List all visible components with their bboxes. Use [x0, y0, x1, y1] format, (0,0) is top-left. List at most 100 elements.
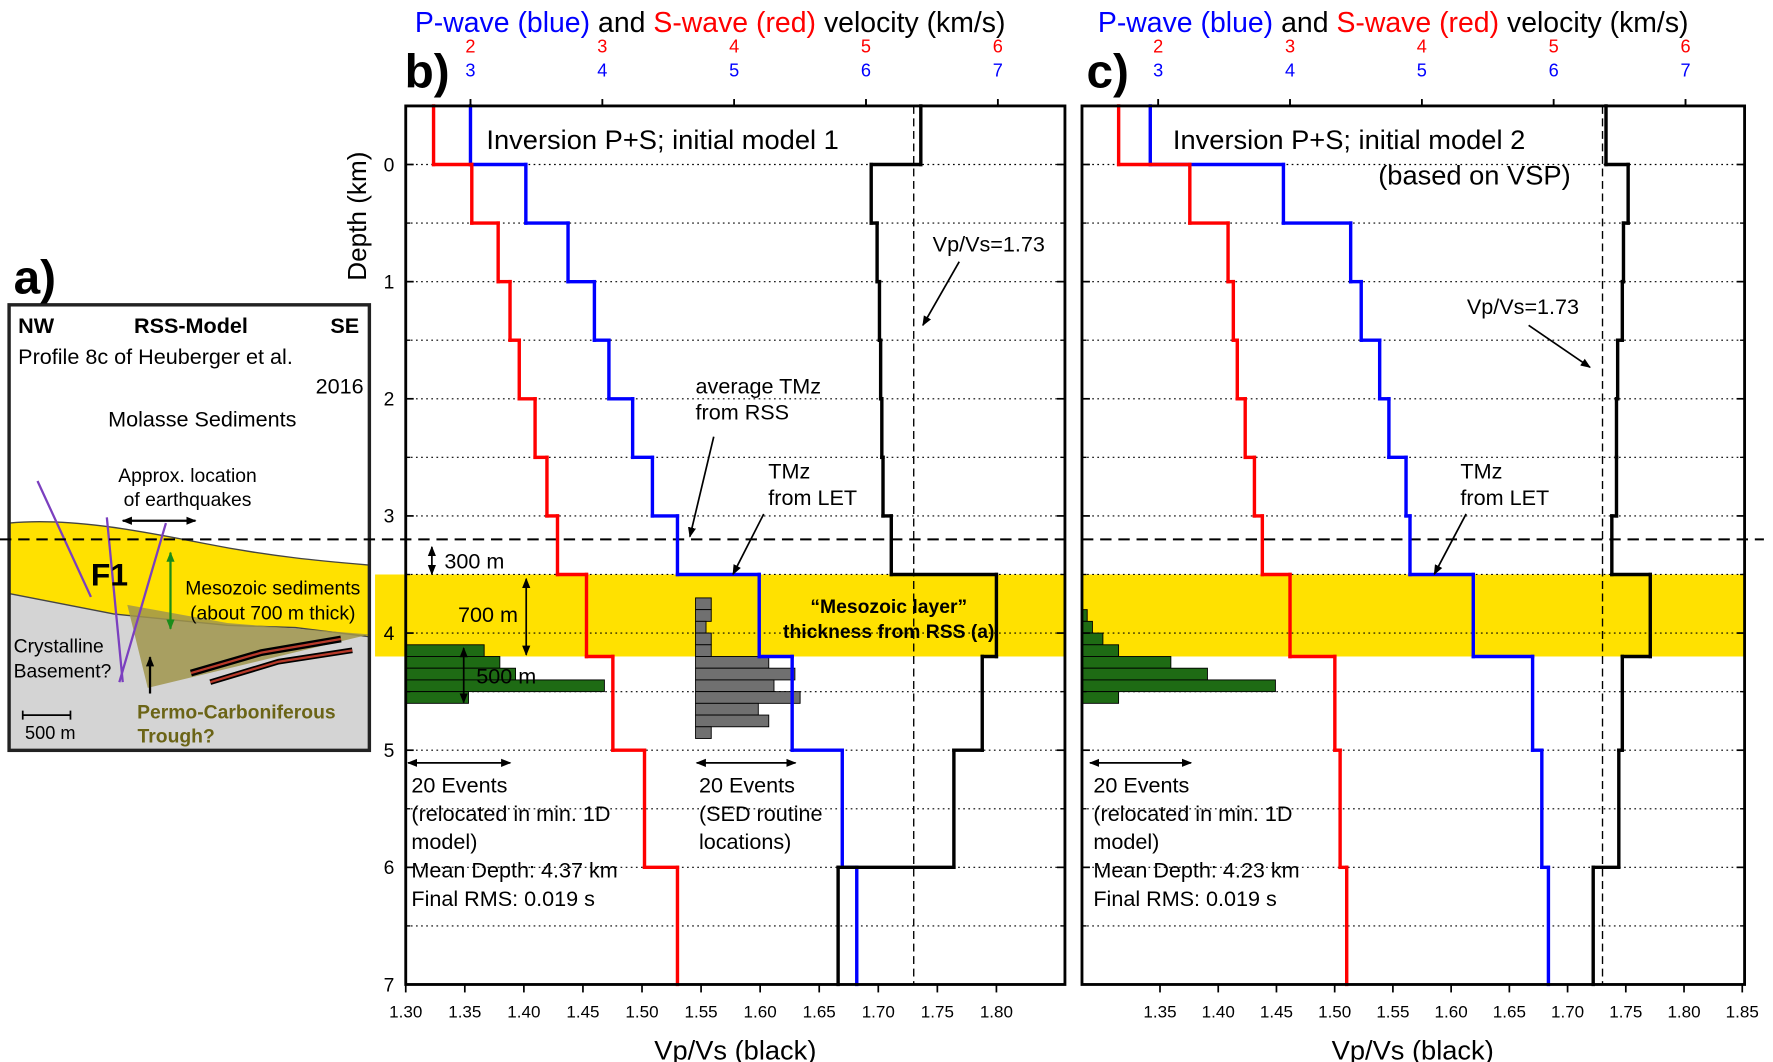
title-part: velocity (km/s): [1507, 7, 1689, 39]
top-tick-label: 7: [993, 60, 1003, 80]
x-tick-label: 1.70: [1551, 1002, 1584, 1021]
annotation: locations): [699, 829, 791, 854]
panel-label: c): [1087, 46, 1129, 99]
top-tick-label: 5: [729, 60, 739, 80]
histogram-bar: [695, 656, 770, 669]
label: NW: [18, 313, 55, 338]
top-tick-label: 6: [1549, 60, 1559, 80]
fault-block: [209, 649, 353, 684]
histogram-bar: [695, 726, 712, 739]
x-tick-label: 1.55: [685, 1002, 718, 1021]
annotation: 20 Events: [411, 772, 507, 797]
annotation: 500 m: [476, 663, 536, 688]
annotation: Mean Depth: 4.37 km: [411, 858, 617, 883]
annotation: 20 Events: [699, 772, 795, 797]
histogram-bar: [695, 644, 712, 657]
top-tick-label: 4: [729, 37, 739, 57]
annotation: Vp/Vs=1.73: [933, 231, 1045, 256]
x-axis-label: Vp/Vs (black): [1332, 1034, 1494, 1062]
top-tick-label: 4: [1417, 37, 1427, 57]
histogram-bar: [695, 691, 801, 704]
histogram-bar: [695, 679, 775, 693]
top-tick-label: 2: [465, 37, 475, 57]
label: 500 m: [25, 723, 76, 743]
annotation: Mean Depth: 4.23 km: [1093, 858, 1299, 883]
label: F1: [91, 557, 128, 593]
label: Trough?: [138, 726, 215, 747]
annotation: TMz: [1460, 459, 1502, 484]
histogram-bar: [695, 714, 770, 728]
y-tick-label: 7: [384, 975, 395, 996]
fault-block: [190, 637, 342, 675]
panel-b-labels: b) P-wave (blue) and S-wave (red) velocity …: [342, 7, 1045, 1062]
top-tick-label: 3: [465, 60, 475, 80]
chart-title: P-wave (blue) and S-wave (red) velocity (km…: [1098, 7, 1689, 39]
arrow: [732, 513, 765, 576]
histogram-bar: [405, 644, 485, 657]
y-axis-label: Depth (km): [342, 152, 372, 281]
arrow: [1433, 513, 1467, 576]
annotation: 700 m: [458, 602, 518, 627]
label: SE: [330, 313, 359, 338]
y-tick-label: 6: [384, 858, 395, 879]
x-tick-label: 1.35: [448, 1002, 481, 1021]
x-tick-label: 1.80: [1667, 1002, 1700, 1021]
annotation: from LET: [768, 485, 857, 510]
annotation: Inversion P+S; initial model 2: [1173, 124, 1525, 155]
panel-a: a) NW RSS-Model SE Profile 8c of Heuberg…: [7, 251, 372, 753]
annotation: (based on VSP): [1378, 159, 1570, 190]
x-tick-label: 1.45: [566, 1002, 599, 1021]
panel-label: b): [405, 46, 450, 99]
panel-c-labels: c) P-wave (blue) and S-wave (red) velocity …: [1087, 7, 1689, 1062]
x-tick-label: 1.70: [862, 1002, 895, 1021]
scale-bar: [21, 710, 72, 720]
y-tick-label: 5: [384, 741, 395, 762]
annotation: from RSS: [696, 400, 790, 425]
top-tick-label: 5: [1417, 60, 1427, 80]
label: 2016: [316, 373, 364, 398]
plot-frame: [404, 104, 1067, 986]
label: (about 700 m thick): [190, 604, 355, 625]
title-part: velocity (km/s): [824, 7, 1006, 39]
top-tick-label: 3: [1285, 37, 1295, 57]
x-tick-label: 1.75: [921, 1002, 954, 1021]
annotation: Final RMS: 0.019 s: [411, 886, 595, 911]
x-tick-label: 1.65: [803, 1002, 836, 1021]
y-tick-label: 3: [384, 507, 395, 528]
histogram-bar: [1081, 620, 1093, 634]
x-tick-label: 1.85: [1726, 1002, 1759, 1021]
x-tick-label: 1.65: [1493, 1002, 1526, 1021]
label: RSS-Model: [134, 313, 248, 338]
histogram-bar: [405, 691, 469, 704]
annotation: (relocated in min. 1D: [1093, 801, 1292, 826]
annotation: model): [1093, 829, 1159, 854]
panel-label: a): [14, 251, 56, 304]
label: Molasse Sediments: [108, 406, 297, 431]
fault-line: [118, 522, 168, 683]
title-part: and: [598, 7, 645, 39]
x-tick-label: 1.75: [1609, 1002, 1642, 1021]
x-tick-label: 1.40: [507, 1002, 540, 1021]
panel-a-frame: [7, 303, 372, 753]
histogram-bar: [695, 620, 707, 634]
top-tick-label: 3: [597, 37, 607, 57]
annotation: (relocated in min. 1D: [411, 801, 610, 826]
top-tick-label: 6: [993, 37, 1003, 57]
histogram-bar: [1081, 656, 1172, 669]
histogram-bar: [695, 632, 712, 646]
annotation: average TMz: [696, 373, 822, 398]
label: Approx. location: [118, 466, 256, 487]
histogram-bar: [1081, 632, 1104, 646]
annotation: TMz: [768, 459, 810, 484]
top-tick-label: 3: [1153, 60, 1163, 80]
annotation: 20 Events: [1093, 772, 1189, 797]
x-tick-label: 1.45: [1260, 1002, 1293, 1021]
y-tick-label: 4: [384, 624, 395, 645]
layer-band: [375, 574, 1065, 657]
title-part: P-wave (blue): [415, 7, 590, 39]
y-tick-label: 1: [384, 272, 395, 293]
label: Basement?: [14, 662, 112, 683]
histogram-bar: [1081, 667, 1208, 681]
trough-area: [127, 604, 370, 688]
y-tick-label: 2: [384, 390, 395, 411]
